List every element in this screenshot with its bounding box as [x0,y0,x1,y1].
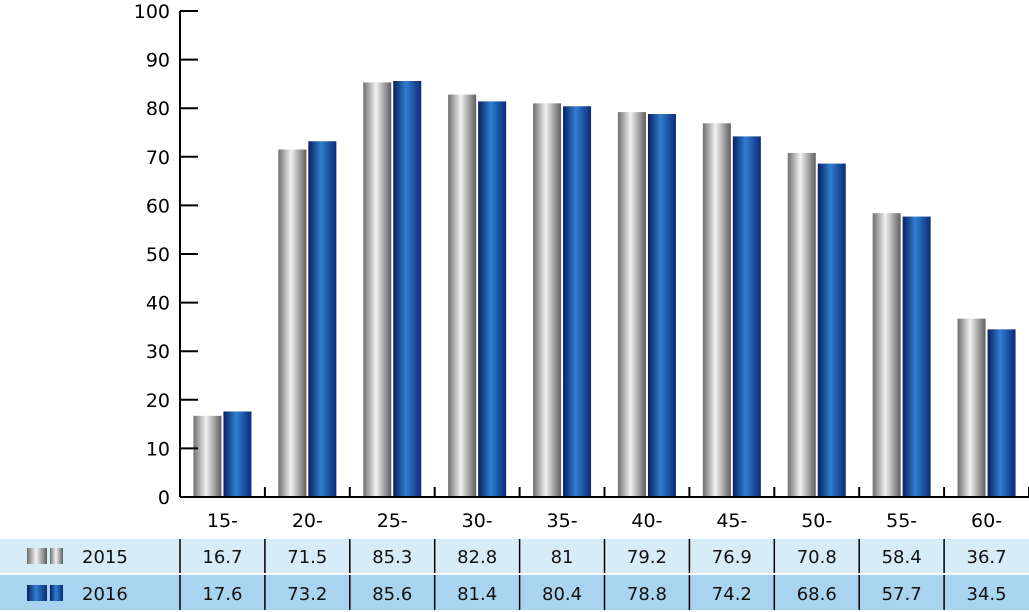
x-tick-label: 45- [716,510,747,532]
y-tick-label: 10 [146,438,170,460]
bar-2016-45 [732,136,761,497]
x-tick-label: 40- [631,510,662,532]
legend-swatch-2016 [27,585,47,601]
y-tick-label: 70 [146,147,170,169]
bar-2015-40 [617,112,646,497]
table-row-background-2015 [0,538,1029,574]
bar-2015-50 [787,152,816,498]
x-tick-label: 60- [971,510,1002,532]
table-cell-2015: 79.2 [627,547,667,568]
y-tick-label: 50 [146,244,170,266]
x-axis-ticks: 15- 20- 25- 30- 35- 40- 45- 50- 55- 60- [207,487,1029,532]
bar-2015-45 [702,123,731,498]
bar-2015-15 [193,415,222,497]
y-tick-label: 100 [134,1,170,23]
y-tick-label: 40 [146,293,170,315]
x-tick-label: 35- [547,510,578,532]
data-table: 2015 16.7 71.5 85.3 82.8 81 79.2 76.9 70.8 58.4 36… [0,537,1029,612]
bar-2016-20 [308,141,337,498]
table-cell-2015: 76.9 [712,547,752,568]
x-tick-label: 20- [292,510,323,532]
legend-swatch-2015-part [50,548,63,564]
bar-2016-30 [478,101,507,497]
bar-2016-50 [817,163,846,497]
table-cell-2015: 71.5 [287,547,327,568]
legend-label-2016: 2016 [82,584,128,605]
bar-2015-60 [957,318,986,497]
table-cell-2015: 36.7 [967,547,1007,568]
table-cell-2016: 57.7 [882,584,922,605]
x-tick-label: 25- [377,510,408,532]
bar-2015-25 [363,82,392,497]
bar-2016-35 [563,106,592,498]
table-cell-2016: 85.6 [372,584,412,605]
y-axis-ticks: 0 10 20 30 40 50 60 70 80 90 100 [134,1,198,509]
y-tick-label: 30 [146,341,170,363]
table-cell-2015: 82.8 [457,547,497,568]
y-tick-label: 60 [146,195,170,217]
x-tick-label: 55- [886,510,917,532]
legend-swatch-2015 [27,548,47,564]
table-cell-2015: 58.4 [882,547,922,568]
y-tick-label: 80 [146,98,170,120]
table-cell-2016: 74.2 [712,584,752,605]
table-cell-2015: 16.7 [202,547,242,568]
bar-2016-55 [902,216,931,497]
x-tick-label: 30- [462,510,493,532]
bar-2015-20 [278,149,307,497]
table-row-background-2016 [0,575,1029,611]
bar-2016-25 [393,80,422,497]
bar-2015-35 [533,103,562,497]
x-tick-label: 15- [207,510,238,532]
bar-2015-55 [872,213,901,497]
y-tick-label: 20 [146,390,170,412]
table-cell-2015: 81 [551,547,574,568]
bar-2016-60 [987,329,1016,497]
table-cell-2016: 81.4 [457,584,497,605]
legend-label-2015: 2015 [82,547,128,568]
table-cell-2015: 85.3 [372,547,412,568]
y-tick-label: 90 [146,50,170,72]
bar-2016-15 [223,411,252,497]
y-tick-label: 0 [158,487,170,509]
x-tick-label: 50- [801,510,832,532]
legend-swatch-2016-part [50,585,63,601]
bars [193,80,1016,498]
table-cell-2016: 34.5 [967,584,1007,605]
table-cell-2015: 70.8 [797,547,837,568]
table-cell-2016: 73.2 [287,584,327,605]
table-cell-2016: 78.8 [627,584,667,605]
data-table-background [0,538,1029,611]
table-cell-2016: 80.4 [542,584,582,605]
axes [179,11,1029,498]
bar-2016-40 [647,114,676,498]
bar-2015-30 [448,94,477,497]
table-cell-2016: 68.6 [797,584,837,605]
table-cell-2016: 17.6 [202,584,242,605]
